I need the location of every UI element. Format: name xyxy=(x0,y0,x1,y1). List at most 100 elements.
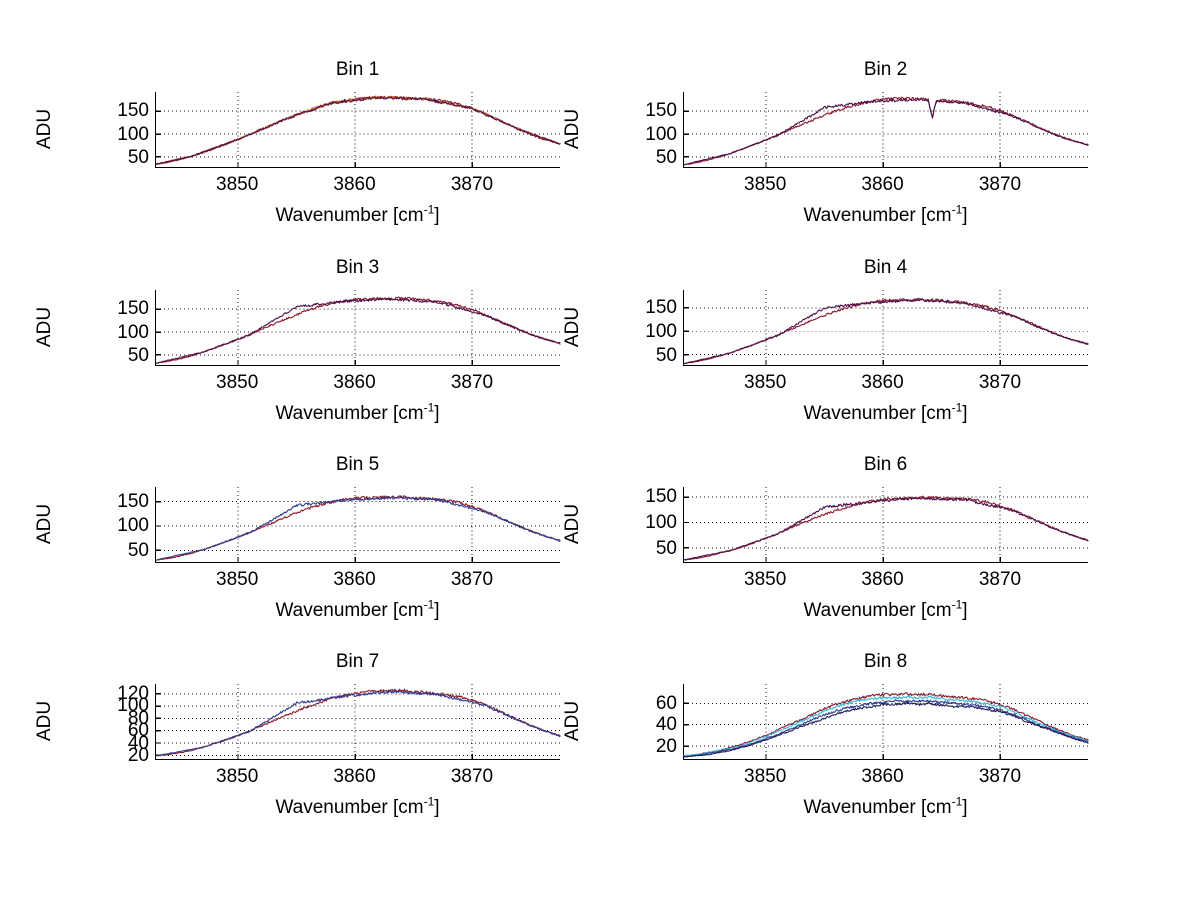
x-axis-label-tail: ] xyxy=(962,600,968,621)
x-tick-label: 3870 xyxy=(450,569,494,590)
x-axis-label-exponent: -1 xyxy=(951,202,963,217)
y-axis-label: ADU xyxy=(562,700,583,742)
panel-title: Bin 7 xyxy=(335,651,380,672)
panel-title: Bin 2 xyxy=(863,59,908,80)
y-tick-label: 120 xyxy=(117,682,149,704)
x-axis-label-tail: ] xyxy=(962,205,968,226)
y-axis-label: ADU xyxy=(34,700,55,742)
plot-area xyxy=(683,487,1089,563)
x-tick-label: 3870 xyxy=(450,174,494,195)
x-tick-label: 3860 xyxy=(333,372,376,393)
y-tick-label: 150 xyxy=(117,100,149,122)
y-tick-label: 150 xyxy=(117,298,149,320)
x-tick-label: 3860 xyxy=(333,174,376,195)
x-tick-label: 3870 xyxy=(450,372,494,393)
plot-area xyxy=(155,290,561,366)
plot-area xyxy=(155,684,561,760)
x-axis-label-exponent: -1 xyxy=(951,794,963,809)
plot-area xyxy=(155,487,561,563)
x-axis-label: Wavenumber [cm-1] xyxy=(683,402,1088,426)
x-tick-label: 3850 xyxy=(216,372,259,393)
x-axis-label-exponent: -1 xyxy=(423,400,435,415)
y-tick-label: 150 xyxy=(645,486,677,508)
y-axis-label: ADU xyxy=(562,503,583,545)
y-tick-label: 50 xyxy=(655,537,677,559)
panel-title: Bin 4 xyxy=(863,257,908,278)
y-tick-label: 100 xyxy=(117,123,149,145)
panel-title: Bin 3 xyxy=(335,257,380,278)
y-axis-label: ADU xyxy=(562,306,583,348)
x-axis-label-main: Wavenumber [cm xyxy=(803,797,952,818)
x-axis-label: Wavenumber [cm-1] xyxy=(155,599,560,623)
y-tick-label: 100 xyxy=(117,695,149,717)
y-tick-label: 50 xyxy=(127,540,149,562)
y-tick-label: 60 xyxy=(127,720,149,742)
y-tick-label: 50 xyxy=(127,146,149,168)
x-axis-label: Wavenumber [cm-1] xyxy=(683,599,1088,623)
x-axis-label-tail: ] xyxy=(434,797,440,818)
y-axis-label: ADU xyxy=(34,306,55,348)
y-axis-label: ADU xyxy=(34,108,55,150)
y-tick-label: 60 xyxy=(655,692,677,714)
x-tick-label: 3850 xyxy=(744,372,787,393)
x-tick-label: 3860 xyxy=(861,766,904,787)
x-axis-label: Wavenumber [cm-1] xyxy=(683,796,1088,820)
x-axis-label-exponent: -1 xyxy=(951,597,963,612)
y-tick-label: 50 xyxy=(127,344,149,366)
x-axis-label-main: Wavenumber [cm xyxy=(803,205,952,226)
y-tick-label: 150 xyxy=(645,297,677,319)
y-tick-label: 20 xyxy=(127,745,149,767)
y-tick-label: 100 xyxy=(645,123,677,145)
x-tick-label: 3850 xyxy=(744,174,787,195)
x-axis-label-main: Wavenumber [cm xyxy=(803,600,952,621)
x-axis-label-exponent: -1 xyxy=(423,794,435,809)
y-tick-label: 100 xyxy=(645,511,677,533)
x-tick-label: 3870 xyxy=(450,766,494,787)
plot-area xyxy=(683,684,1089,760)
x-axis-label-main: Wavenumber [cm xyxy=(275,205,424,226)
x-tick-label: 3860 xyxy=(861,372,904,393)
y-tick-label: 20 xyxy=(655,735,677,757)
panel-title: Bin 1 xyxy=(335,59,380,80)
y-tick-label: 50 xyxy=(655,344,677,366)
x-tick-label: 3850 xyxy=(216,569,259,590)
x-axis-label-main: Wavenumber [cm xyxy=(803,403,952,424)
x-tick-label: 3860 xyxy=(333,569,376,590)
x-tick-label: 3860 xyxy=(861,174,904,195)
x-tick-label: 3850 xyxy=(216,766,259,787)
x-axis-label-tail: ] xyxy=(962,797,968,818)
x-axis-label-main: Wavenumber [cm xyxy=(275,600,424,621)
x-axis-label-tail: ] xyxy=(434,403,440,424)
panel-title: Bin 6 xyxy=(863,454,908,475)
y-axis-label: ADU xyxy=(562,108,583,150)
y-axis-label: ADU xyxy=(34,503,55,545)
x-tick-label: 3850 xyxy=(216,174,259,195)
plot-area xyxy=(683,92,1089,168)
x-axis-label: Wavenumber [cm-1] xyxy=(155,796,560,820)
x-axis-label: Wavenumber [cm-1] xyxy=(155,204,560,228)
x-axis-label-tail: ] xyxy=(434,205,440,226)
x-axis-label: Wavenumber [cm-1] xyxy=(683,204,1088,228)
x-tick-label: 3870 xyxy=(978,372,1022,393)
y-tick-label: 50 xyxy=(655,146,677,168)
y-tick-label: 80 xyxy=(127,707,149,729)
y-tick-label: 40 xyxy=(655,714,677,736)
plot-area xyxy=(683,290,1089,366)
y-tick-label: 100 xyxy=(117,515,149,537)
x-axis-label: Wavenumber [cm-1] xyxy=(155,402,560,426)
y-tick-label: 150 xyxy=(645,100,677,122)
panel-title: Bin 5 xyxy=(335,454,380,475)
x-axis-label-main: Wavenumber [cm xyxy=(275,797,424,818)
x-tick-label: 3850 xyxy=(744,766,787,787)
x-tick-label: 3850 xyxy=(744,569,787,590)
y-tick-label: 150 xyxy=(117,490,149,512)
x-axis-label-tail: ] xyxy=(962,403,968,424)
y-tick-label: 100 xyxy=(117,321,149,343)
